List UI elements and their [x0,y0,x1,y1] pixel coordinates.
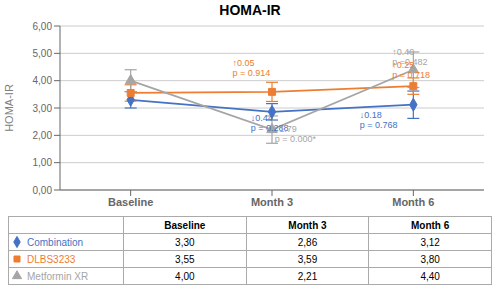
svg-text:Baseline: Baseline [108,196,153,208]
svg-text:↑0.05p = 0.914: ↑0.05p = 0.914 [232,58,270,78]
svg-text:5,00: 5,00 [33,48,53,59]
svg-text:4,00: 4,00 [33,75,53,86]
svg-text:6,00: 6,00 [33,21,53,32]
svg-text:↓0.18p = 0.768: ↓0.18p = 0.768 [360,110,398,130]
svg-text:1,00: 1,00 [33,157,53,168]
svg-text:Month 6: Month 6 [392,196,434,208]
svg-text:Month 3: Month 3 [251,196,293,208]
svg-text:HOMA-IR: HOMA-IR [8,84,15,132]
svg-text:0,00: 0,00 [33,185,53,196]
svg-text:↑0.25p = 0.718: ↑0.25p = 0.718 [392,60,430,80]
svg-text:3,00: 3,00 [33,103,53,114]
svg-text:↓1.79p = 0.000*: ↓1.79p = 0.000* [275,124,317,144]
svg-text:2,00: 2,00 [33,130,53,141]
